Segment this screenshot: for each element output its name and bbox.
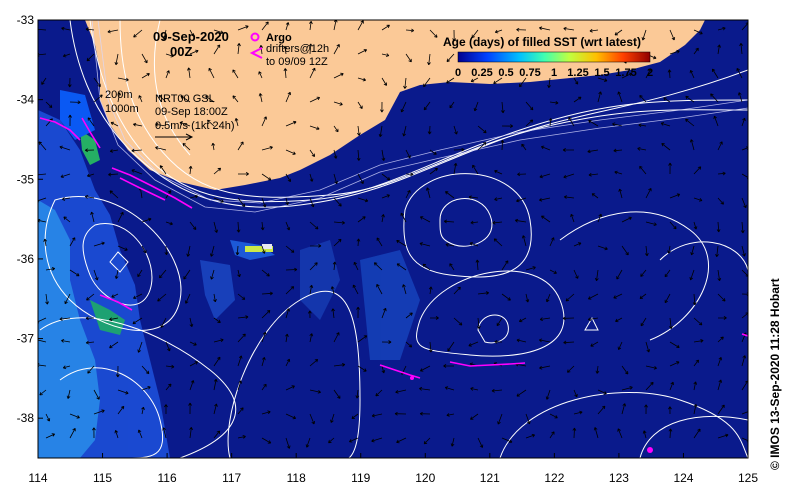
- date-title: 09-Sep-2020: [153, 29, 229, 44]
- legend-drifters-2: to 09/09 12Z: [266, 56, 328, 68]
- lon-tick-label: 115: [93, 471, 112, 485]
- credit-label: © IMOS 13-Sep-2020 11:28 Hobart: [768, 278, 782, 470]
- colorbar-tick-label: 0.75: [519, 67, 540, 79]
- lon-tick-label: 120: [415, 471, 435, 485]
- lon-tick-label: 124: [673, 471, 693, 485]
- lat-tick-label: -33: [17, 13, 35, 27]
- axes: 114 115 116 117 118 119 120 121 122 123 124 125-33-…: [17, 13, 759, 485]
- lon-tick-label: 116: [158, 471, 177, 485]
- colorbar-tick-label: 0.25: [471, 67, 492, 79]
- lat-tick-label: -36: [17, 252, 35, 266]
- legend-argo: Argo: [266, 32, 292, 44]
- lat-tick-label: -35: [17, 172, 35, 186]
- depth-label-1000m: 1000m: [105, 103, 139, 115]
- plot-frame: [37, 19, 749, 459]
- lat-tick-label: -37: [17, 332, 35, 346]
- drifter-symbol-icon: [249, 47, 263, 59]
- lon-tick-label: 125: [738, 471, 758, 485]
- lon-tick-label: 121: [480, 471, 500, 485]
- velocity-scale-arrow-icon: [155, 133, 194, 141]
- lon-tick-label: 119: [351, 471, 370, 485]
- legend: Argo drifters@12h to 09/09 12Z: [249, 32, 329, 68]
- colorbar-tick-label: 1.25: [567, 67, 588, 79]
- velocity-arrows: [38, 20, 748, 449]
- colorbar-tick-label: 0: [455, 67, 461, 79]
- legend-drifters-1: drifters@12h: [266, 43, 329, 55]
- drifter-tracks: [39, 117, 748, 379]
- argo-symbol-icon: [250, 32, 260, 42]
- lon-tick-label: 122: [544, 471, 564, 485]
- sst-age-patches: [38, 90, 420, 458]
- colorbar-tick-label: 1.75: [615, 67, 636, 79]
- lat-tick-label: -34: [17, 93, 35, 107]
- depth-label-200m: 200m: [105, 89, 133, 101]
- argo-floats: [410, 376, 653, 453]
- lon-tick-label: 117: [222, 471, 241, 485]
- lon-tick-label: 118: [287, 471, 306, 485]
- colorbar-tick-label: 1: [551, 67, 557, 79]
- colorbar-tick-label: 2: [647, 67, 653, 79]
- lat-tick-label: -38: [17, 411, 35, 425]
- altimetry-product: NRT00 GSL: [155, 93, 215, 105]
- colorbar-tick-label: 1.5: [594, 67, 609, 79]
- time-title: 00Z: [170, 44, 192, 59]
- altimetry-time: 09-Sep 18:00Z: [155, 106, 228, 118]
- colorbar-tick-label: 0.5: [498, 67, 513, 79]
- velocity-arrow-field: [38, 20, 748, 449]
- velocity-scale-label: 0.5m/s (1kt 24h): [155, 120, 234, 132]
- colorbar-title: Age (days) of filled SST (wrt latest): [443, 35, 641, 49]
- lon-tick-label: 114: [28, 471, 47, 485]
- colorbar-gradient: [457, 51, 651, 63]
- lon-tick-label: 123: [609, 471, 629, 485]
